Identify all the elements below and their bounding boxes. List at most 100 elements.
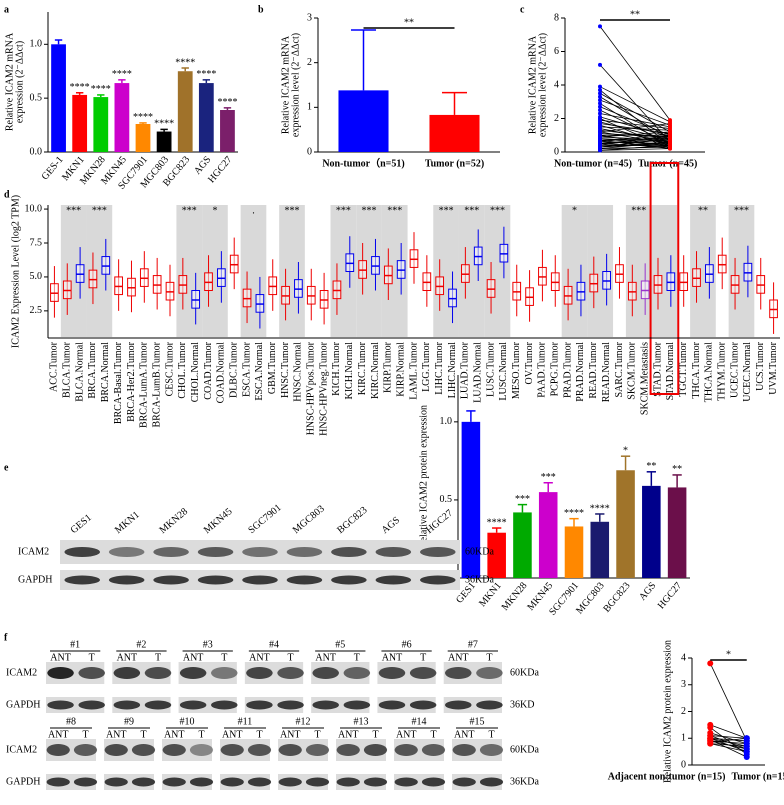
- pair-line: [599, 138, 671, 148]
- y-axis-label: ICAM2 Expression Level (log2 TPM): [10, 195, 21, 348]
- blot-band: [305, 744, 330, 756]
- sample-label: #11: [238, 716, 253, 727]
- significance: *: [572, 205, 577, 216]
- blot-band: [286, 575, 323, 585]
- lane-label: ANT: [382, 652, 403, 663]
- sample-label: #5: [335, 639, 345, 650]
- protein-label: GAPDH: [6, 699, 40, 710]
- x-tick-label: KIRP.Normal: [395, 342, 406, 397]
- blot-band: [363, 744, 388, 756]
- significance: ***: [66, 205, 81, 216]
- significance: ***: [631, 205, 646, 216]
- pair-line: [710, 724, 747, 739]
- lane-label: MKN28: [157, 506, 190, 536]
- blot-band: [242, 575, 278, 585]
- x-tick-label: MESO.Tumor: [511, 341, 522, 399]
- size-label: 60KDa: [510, 744, 539, 755]
- blot-band: [211, 667, 238, 679]
- lane-label: ANT: [222, 729, 243, 740]
- pair-line: [599, 138, 671, 141]
- x-tick-label: KIRC.Tumor: [357, 341, 368, 395]
- bar: [564, 526, 584, 578]
- point: [707, 724, 714, 731]
- bar: [429, 114, 480, 152]
- x-tick-label: UCEC.Tumor: [729, 341, 740, 398]
- x-tick-label: READ.Tumor: [588, 341, 599, 398]
- blot-band: [331, 547, 367, 557]
- significance: ***: [515, 494, 530, 505]
- point: [743, 735, 750, 742]
- y-tick-label: 0.0: [30, 146, 43, 157]
- pair-shade: [625, 205, 652, 337]
- blot-band: [278, 744, 302, 756]
- x-tick-label: LAML.Tumor: [408, 341, 419, 399]
- y-axis-label: Relative ICAM2 protein expression: [418, 405, 429, 548]
- bar: [338, 90, 389, 152]
- y-axis-label: Relative ICAM2 mRNA: [527, 35, 538, 134]
- x-tick-label: THYM.Tumor: [717, 341, 728, 400]
- significance: ***: [387, 205, 402, 216]
- significance: ***: [285, 205, 300, 216]
- significance: ****: [112, 69, 132, 80]
- protein-label: ICAM2: [18, 546, 49, 557]
- blot-band: [277, 700, 304, 710]
- blot-band: [162, 777, 186, 787]
- x-tick-label: LIHC.Tumor: [434, 341, 445, 394]
- pair-line: [599, 131, 671, 138]
- pair-line: [710, 737, 747, 742]
- panel-label: c: [520, 4, 525, 15]
- lane-label: ANT: [448, 652, 469, 663]
- pair-line: [599, 139, 671, 145]
- blot-band: [409, 700, 437, 710]
- significance: ****: [564, 508, 584, 519]
- lane-label: T: [221, 652, 227, 663]
- significance: **: [646, 461, 656, 472]
- blot-band: [445, 700, 472, 710]
- point: [598, 108, 602, 113]
- blot-band: [113, 667, 141, 679]
- blot-band: [113, 700, 141, 710]
- blot-band: [78, 667, 105, 679]
- blot-band: [46, 744, 70, 756]
- blot-band: [179, 667, 207, 679]
- blot-band: [153, 575, 189, 585]
- blot-band: [286, 547, 323, 557]
- x-tick-label: OV.Tumor: [524, 341, 535, 384]
- significance: .: [252, 205, 255, 216]
- point: [743, 753, 750, 760]
- protein-label: GAPDH: [6, 776, 40, 787]
- sample-label: #4: [269, 639, 279, 650]
- bar: [538, 492, 558, 578]
- x-tick-label: PCPG.Tumor: [550, 341, 561, 396]
- blot-band: [479, 777, 504, 787]
- lane-label: T: [89, 652, 95, 663]
- x-tick-label: KICH.Tumor: [331, 341, 342, 395]
- point: [598, 148, 602, 153]
- point: [668, 133, 672, 138]
- pair-line: [599, 134, 671, 146]
- blot-band: [246, 700, 273, 710]
- x-tick-label: LUAD.Normal: [473, 342, 484, 403]
- blot-band: [64, 547, 100, 557]
- lane-label: ANT: [454, 729, 475, 740]
- x-tick-label: LUSC.Tumor: [485, 341, 496, 397]
- sample-label: #7: [468, 639, 478, 650]
- x-tick-label: BRCA.Tumor: [87, 341, 98, 398]
- lane-label: T: [354, 652, 360, 663]
- x-tick-label: ESCA.Normal: [254, 342, 265, 401]
- lane-label: ANT: [50, 652, 71, 663]
- pair-line: [599, 86, 671, 123]
- lane-label: T: [372, 729, 378, 740]
- lane-label: ANT: [396, 729, 417, 740]
- blot-band: [336, 744, 360, 756]
- blot-band: [220, 744, 244, 756]
- blot-band: [375, 575, 412, 585]
- blot-band: [197, 547, 234, 557]
- pair-line: [599, 133, 671, 143]
- lane-label: ANT: [106, 729, 127, 740]
- lane-label: ANT: [117, 652, 138, 663]
- blot-band: [312, 700, 339, 710]
- x-tick-label: BRCA.Normal: [100, 342, 111, 403]
- lane-label: ANT: [164, 729, 185, 740]
